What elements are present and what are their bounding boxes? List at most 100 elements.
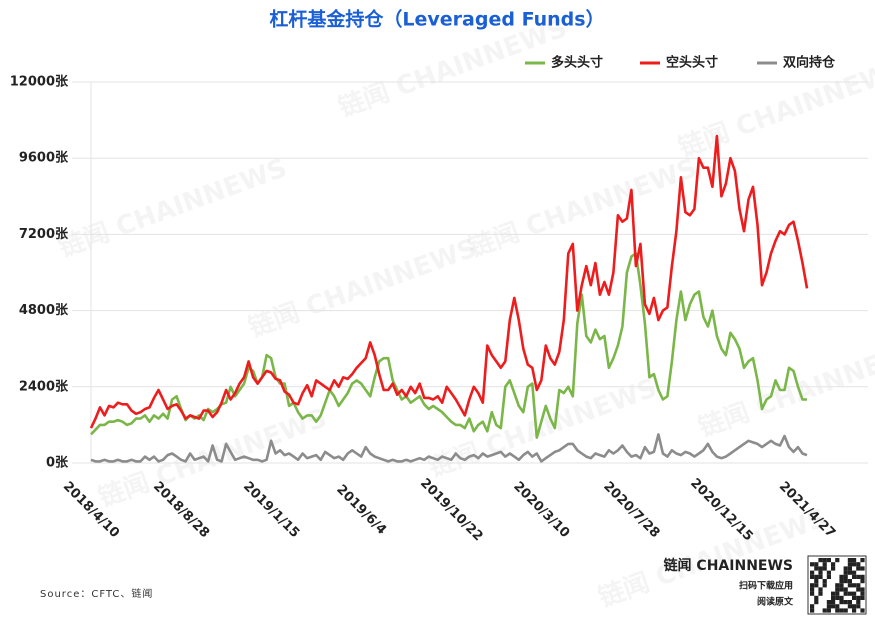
qr-cell	[814, 600, 819, 605]
qr-cell	[810, 604, 815, 609]
qr-cell	[826, 570, 831, 575]
qr-cell	[843, 574, 848, 579]
qr-cell	[810, 574, 815, 579]
qr-cell	[818, 574, 823, 579]
qr-cell	[852, 570, 857, 575]
qr-cell	[856, 595, 861, 600]
qr-cell	[835, 591, 840, 596]
y-tick-label: 9600张	[19, 151, 69, 166]
qr-cell	[814, 566, 819, 571]
qr-cell	[843, 579, 848, 584]
qr-cell	[839, 579, 844, 584]
qr-cell	[860, 587, 865, 592]
qr-cell	[843, 591, 848, 596]
qr-cell	[814, 579, 819, 584]
qr-cell	[852, 562, 857, 567]
y-tick-label: 12000张	[10, 75, 69, 90]
qr-cell	[835, 595, 840, 600]
qr-cell	[814, 562, 819, 567]
qr-cell	[852, 558, 857, 563]
qr-cell	[835, 608, 840, 613]
qr-cell	[831, 600, 836, 605]
x-tick-label: 2020/7/28	[600, 479, 662, 541]
qr-cell	[856, 574, 861, 579]
y-tick-label: 0张	[46, 456, 69, 471]
qr-cell	[860, 579, 865, 584]
qr-cell	[831, 595, 836, 600]
qr-cell	[818, 558, 823, 563]
qr-cell	[822, 608, 827, 613]
qr-cell	[835, 583, 840, 588]
watermark: 链闻 CHAINNEWS	[54, 152, 290, 263]
chart-title: 杠杆基金持仓（Leveraged Funds）	[269, 8, 604, 31]
qr-cell	[831, 591, 836, 596]
qr-cell	[822, 579, 827, 584]
qr-cell	[852, 604, 857, 609]
qr-cell	[843, 608, 848, 613]
logo-line: 扫码下载应用	[739, 580, 793, 592]
qr-cell	[835, 587, 840, 592]
watermark: 链闻 CHAINNEWS	[424, 372, 660, 483]
qr-cell	[860, 591, 865, 596]
logo-line: 阅读原文	[757, 596, 794, 608]
x-tick-label: 2019/1/15	[240, 479, 302, 541]
qr-cell	[810, 608, 815, 613]
qr-cell	[856, 566, 861, 571]
qr-cell	[818, 570, 823, 575]
qr-cell	[835, 558, 840, 563]
qr-cell	[860, 608, 865, 613]
source: Source：CFTC、链闻	[40, 587, 153, 600]
x-tick-label: 2020/3/10	[510, 479, 572, 541]
qr-cell	[814, 583, 819, 588]
qr-cell	[831, 604, 836, 609]
qr-cell	[818, 587, 823, 592]
logo-brand: 链闻 CHAINNEWS	[664, 557, 793, 574]
y-tick-label: 2400张	[19, 379, 69, 394]
qr-cell	[814, 595, 819, 600]
line-series	[90, 252, 807, 439]
qr-cell	[822, 566, 827, 571]
qr-cell	[860, 595, 865, 600]
x-tick-label: 2018/8/28	[150, 479, 212, 541]
qr-cell	[847, 579, 852, 584]
qr-cell	[814, 574, 819, 579]
qr-cell	[852, 608, 857, 613]
qr-cell	[810, 583, 815, 588]
qr-cell	[810, 587, 815, 592]
qr-cell	[810, 562, 815, 567]
y-tick-label: 7200张	[19, 227, 69, 242]
qr-cell	[822, 562, 827, 567]
line-series	[89, 134, 809, 429]
qr-cell	[839, 583, 844, 588]
qr-cell	[826, 558, 831, 563]
qr-cell	[847, 566, 852, 571]
qr-cell	[856, 587, 861, 592]
watermark: 链闻 CHAINNEWS	[244, 232, 480, 343]
qr-cell	[835, 604, 840, 609]
qr-cell	[852, 583, 857, 588]
x-tick-label: 2019/10/22	[417, 476, 485, 544]
qr-cell	[843, 570, 848, 575]
qr-cell	[818, 591, 823, 596]
qr-cell	[810, 591, 815, 596]
qr-cell	[843, 600, 848, 605]
qr-cell	[856, 604, 861, 609]
qr-cell	[852, 595, 857, 600]
qr-cell	[847, 583, 852, 588]
x-tick-label: 2019/6/4	[333, 482, 389, 538]
qr-cell	[839, 595, 844, 600]
qr-cell	[856, 583, 861, 588]
qr-cell	[852, 574, 857, 579]
qr-cell	[843, 587, 848, 592]
qr-cell	[860, 574, 865, 579]
qr-cell	[831, 566, 836, 571]
qr-cell	[826, 604, 831, 609]
qr-cell	[852, 591, 857, 596]
qr-cell	[818, 566, 823, 571]
qr-cell	[822, 558, 827, 563]
qr-cell	[839, 587, 844, 592]
qr-cell	[839, 574, 844, 579]
qr-cell	[826, 574, 831, 579]
